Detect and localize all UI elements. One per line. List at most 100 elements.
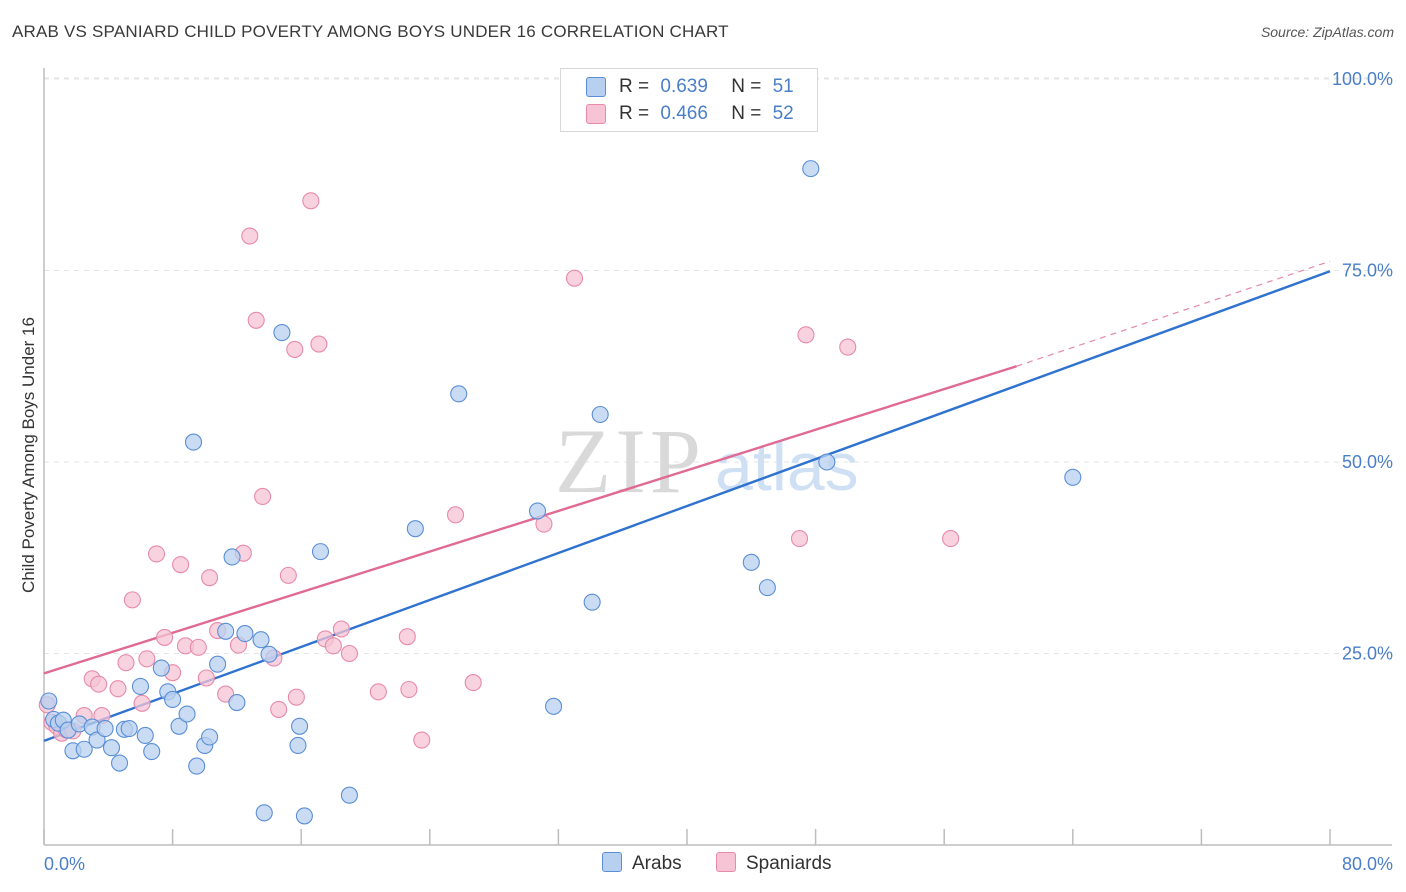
- arab-point: [289, 736, 307, 754]
- arab-point: [201, 728, 219, 746]
- y-tick-label: 25.0%: [1342, 644, 1393, 664]
- spaniard-point: [790, 530, 809, 548]
- legend-r-label: R =: [619, 76, 650, 97]
- arab-point: [758, 579, 776, 597]
- spaniard-point: [247, 311, 265, 329]
- arabs-legend-label: Arabs: [632, 853, 682, 874]
- spaniard-point: [189, 638, 207, 656]
- arab-point: [188, 757, 206, 775]
- legend-r-value-arabs: 0.639: [660, 76, 708, 97]
- y-tick-label: 100.0%: [1332, 69, 1393, 89]
- arab-point: [228, 693, 246, 712]
- spaniard-point: [340, 644, 358, 663]
- arab-point: [255, 804, 273, 822]
- spaniard-point: [147, 545, 166, 563]
- spaniard-point: [324, 637, 342, 655]
- legend-r-value-spaniards: 0.466: [660, 103, 708, 124]
- watermark-atlas: atlas: [715, 429, 859, 505]
- legend-r-label: R =: [619, 103, 650, 124]
- spaniard-point: [172, 556, 190, 574]
- arab-point: [545, 697, 563, 715]
- watermark: ZIP atlas: [555, 410, 859, 512]
- spaniard-point: [201, 569, 219, 587]
- spaniard-point: [400, 680, 418, 699]
- spaniard-point: [123, 591, 141, 609]
- spaniard-point: [254, 487, 272, 506]
- legend-n-value-spaniards: 52: [772, 103, 794, 124]
- spaniard-point: [302, 192, 320, 210]
- y-tick-label: 50.0%: [1342, 452, 1393, 472]
- arab-point: [1064, 468, 1082, 486]
- arab-point: [295, 807, 313, 825]
- spaniard-point: [270, 700, 288, 718]
- trend-lines: [43, 260, 1331, 742]
- spaniard-point: [413, 731, 431, 749]
- spaniard-point: [446, 506, 465, 524]
- arabs-trend-line: [43, 270, 1331, 742]
- legend-row-arabs: R = 0.639 N = 51: [586, 75, 794, 99]
- arab-point: [591, 405, 609, 424]
- spaniard-point: [565, 269, 584, 287]
- spaniard-point: [133, 694, 151, 712]
- spaniard-point: [797, 326, 815, 344]
- arab-point: [273, 323, 291, 342]
- arab-point: [184, 433, 203, 451]
- arab-point: [120, 720, 138, 738]
- arab-point: [236, 625, 254, 643]
- y-tick-labels: 25.0% 50.0% 75.0% 100.0%: [1332, 69, 1393, 664]
- arab-point: [406, 520, 424, 538]
- spaniard-point: [117, 654, 135, 672]
- arab-point: [528, 502, 547, 520]
- bottom-legend-arabs: Arabs: [602, 852, 682, 875]
- spaniards-trend-extension: [1016, 260, 1331, 367]
- arab-point: [136, 726, 154, 745]
- x-tick-label-max: 80.0%: [1342, 854, 1393, 874]
- arab-point: [209, 655, 227, 673]
- arab-point: [340, 786, 358, 804]
- spaniard-point: [109, 680, 127, 698]
- arab-point: [217, 622, 235, 640]
- bottom-legend-spaniards: Spaniards: [716, 852, 832, 875]
- axes: [43, 68, 1392, 846]
- spaniard-point: [279, 566, 297, 584]
- arab-point: [96, 720, 114, 738]
- arab-point: [223, 548, 241, 566]
- spaniard-point: [332, 620, 350, 638]
- spaniard-point: [310, 335, 328, 353]
- arab-point: [75, 740, 93, 758]
- x-tick-label-min: 0.0%: [44, 854, 85, 874]
- data-points: [38, 160, 1082, 825]
- arabs-swatch: [586, 77, 606, 97]
- spaniard-point: [90, 675, 108, 693]
- spaniard-point: [197, 669, 215, 687]
- arab-point: [111, 754, 129, 772]
- arabs-legend-swatch: [602, 852, 622, 872]
- spaniard-point: [138, 650, 156, 668]
- spaniard-point: [942, 530, 960, 548]
- legend-n-value-arabs: 51: [772, 76, 794, 97]
- arab-point: [450, 385, 468, 403]
- arab-point: [40, 692, 58, 710]
- x-tick-labels: 0.0% 80.0%: [44, 854, 1393, 874]
- spaniard-point: [464, 674, 482, 692]
- spaniards-trend-line: [43, 365, 1017, 675]
- arab-point: [170, 717, 188, 735]
- arab-point: [143, 742, 161, 761]
- arab-point: [164, 690, 182, 709]
- spaniards-legend-swatch: [716, 852, 736, 872]
- grid-lines: [44, 77, 1392, 654]
- arab-point: [291, 717, 309, 735]
- arab-point: [131, 677, 149, 695]
- arab-point: [311, 543, 330, 561]
- chart-title: ARAB VS SPANIARD CHILD POVERTY AMONG BOY…: [12, 22, 729, 41]
- arab-point: [742, 553, 760, 571]
- arab-point: [252, 631, 270, 649]
- arab-point: [152, 659, 170, 677]
- arab-point: [102, 739, 121, 757]
- spaniards-legend-label: Spaniards: [746, 853, 832, 874]
- y-axis-label: Child Poverty Among Boys Under 16: [19, 317, 38, 593]
- legend-n-label: N =: [731, 76, 762, 97]
- arab-point: [818, 453, 836, 471]
- source-label: Source: ZipAtlas.com: [1260, 24, 1394, 40]
